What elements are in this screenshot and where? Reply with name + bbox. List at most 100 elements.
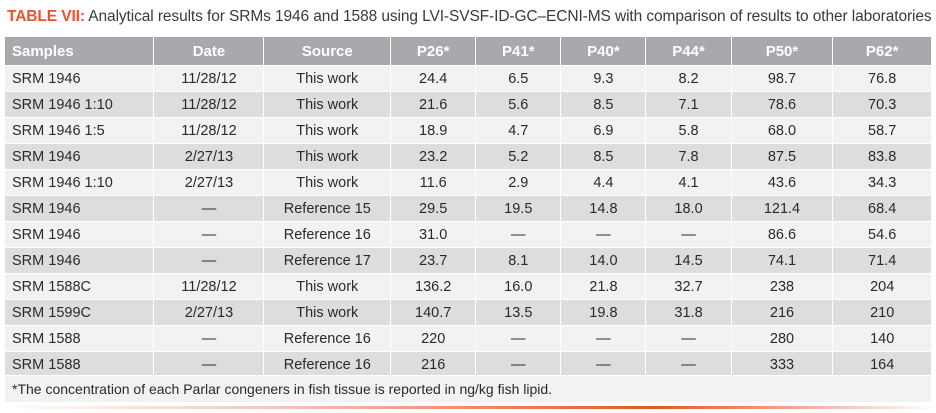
cell-p26: 18.9 bbox=[390, 117, 476, 143]
cell-p40: 9.3 bbox=[560, 65, 646, 91]
cell-p50: 68.0 bbox=[730, 117, 833, 143]
cell-p62: 68.4 bbox=[832, 195, 931, 221]
cell-p40: 14.8 bbox=[560, 195, 646, 221]
cell-sample: SRM 1946 bbox=[5, 247, 154, 273]
cell-source: Reference 15 bbox=[263, 195, 391, 221]
cell-p41: 8.1 bbox=[475, 247, 561, 273]
table-footnote: *The concentration of each Parlar congen… bbox=[5, 375, 931, 402]
cell-date: 11/28/12 bbox=[153, 117, 264, 143]
cell-p50: 238 bbox=[730, 273, 833, 299]
cell-p41: 5.2 bbox=[475, 143, 561, 169]
table-row: SRM 1946 1:10 2/27/13 This work 11.6 2.9 4.4 4… bbox=[5, 169, 931, 195]
cell-source: Reference 17 bbox=[263, 247, 391, 273]
cell-source: This work bbox=[263, 117, 391, 143]
cell-p41: 16.0 bbox=[475, 273, 561, 299]
cell-p40: — bbox=[560, 325, 646, 351]
cell-p62: 83.8 bbox=[832, 143, 931, 169]
cell-p40: — bbox=[560, 221, 646, 247]
cell-p26: 216 bbox=[390, 351, 476, 377]
cell-p50: 333 bbox=[730, 351, 833, 377]
cell-p41: 4.7 bbox=[475, 117, 561, 143]
cell-sample: SRM 1946 bbox=[5, 221, 154, 247]
header-row: Samples Date Source P26* P41* P40* P44* … bbox=[5, 37, 931, 65]
cell-p41: — bbox=[475, 221, 561, 247]
table-row: SRM 1588C 11/28/12 This work 136.2 16.0 21.8 3… bbox=[5, 273, 931, 299]
table-row: SRM 1588— Reference 16 220— — —280 140 bbox=[5, 325, 931, 351]
cell-p26: 24.4 bbox=[390, 65, 476, 91]
cell-p62: 58.7 bbox=[832, 117, 931, 143]
cell-p41: 2.9 bbox=[475, 169, 561, 195]
cell-p44: 18.0 bbox=[645, 195, 731, 221]
header-samples: Samples bbox=[5, 37, 154, 65]
cell-p50: 74.1 bbox=[730, 247, 833, 273]
cell-p40: 8.5 bbox=[560, 143, 646, 169]
cell-p40: — bbox=[560, 351, 646, 377]
cell-sample: SRM 1946 bbox=[5, 195, 154, 221]
cell-sample: SRM 1946 bbox=[5, 143, 154, 169]
cell-p26: 140.7 bbox=[390, 299, 476, 325]
cell-p62: 70.3 bbox=[832, 91, 931, 117]
cell-p62: 76.8 bbox=[832, 65, 931, 91]
header-p44: P44* bbox=[645, 37, 731, 65]
cell-p26: 11.6 bbox=[390, 169, 476, 195]
cell-sample: SRM 1946 1:10 bbox=[5, 169, 154, 195]
cell-date: 2/27/13 bbox=[153, 299, 264, 325]
header-p62: P62* bbox=[832, 37, 931, 65]
cell-date: — bbox=[153, 247, 264, 273]
cell-sample: SRM 1599C bbox=[5, 299, 154, 325]
accent-divider bbox=[0, 406, 936, 409]
cell-p62: 34.3 bbox=[832, 169, 931, 195]
cell-p44: 32.7 bbox=[645, 273, 731, 299]
cell-sample: SRM 1588 bbox=[5, 351, 154, 377]
table-caption: TABLE VII: Analytical results for SRMs 1… bbox=[7, 8, 932, 26]
header-source: Source bbox=[263, 37, 391, 65]
cell-p50: 98.7 bbox=[730, 65, 833, 91]
cell-sample: SRM 1588C bbox=[5, 273, 154, 299]
table-row: SRM 1946— Reference 16 31.0— — —86.6 54.6 bbox=[5, 221, 931, 247]
cell-p40: 14.0 bbox=[560, 247, 646, 273]
cell-p62: 164 bbox=[832, 351, 931, 377]
header-p40: P40* bbox=[560, 37, 646, 65]
cell-p26: 31.0 bbox=[390, 221, 476, 247]
cell-p44: 14.5 bbox=[645, 247, 731, 273]
cell-date: 2/27/13 bbox=[153, 169, 264, 195]
cell-p26: 21.6 bbox=[390, 91, 476, 117]
header-p26: P26* bbox=[390, 37, 476, 65]
cell-p41: — bbox=[475, 351, 561, 377]
cell-source: This work bbox=[263, 65, 391, 91]
cell-p44: — bbox=[645, 221, 731, 247]
cell-p41: 6.5 bbox=[475, 65, 561, 91]
table-row: SRM 1946 1:10 11/28/12 This work 21.6 5.6 8.5… bbox=[5, 91, 931, 117]
cell-source: This work bbox=[263, 143, 391, 169]
cell-p44: 4.1 bbox=[645, 169, 731, 195]
cell-p26: 23.7 bbox=[390, 247, 476, 273]
cell-p26: 29.5 bbox=[390, 195, 476, 221]
cell-source: Reference 16 bbox=[263, 351, 391, 377]
cell-date: 11/28/12 bbox=[153, 273, 264, 299]
table-row: SRM 1946— Reference 17 23.7 8.1 14.0 14.5 74.1… bbox=[5, 247, 931, 273]
header-date: Date bbox=[153, 37, 264, 65]
cell-source: This work bbox=[263, 273, 391, 299]
table-number: TABLE VII: bbox=[7, 8, 85, 25]
cell-p40: 6.9 bbox=[560, 117, 646, 143]
cell-p44: 8.2 bbox=[645, 65, 731, 91]
cell-p41: — bbox=[475, 325, 561, 351]
results-table: Samples Date Source P26* P41* P40* P44* … bbox=[5, 37, 931, 377]
cell-p40: 8.5 bbox=[560, 91, 646, 117]
cell-source: This work bbox=[263, 169, 391, 195]
table-row: SRM 1588— Reference 16 216— — —333 164 bbox=[5, 351, 931, 377]
cell-p40: 19.8 bbox=[560, 299, 646, 325]
cell-date: 11/28/12 bbox=[153, 91, 264, 117]
cell-p40: 4.4 bbox=[560, 169, 646, 195]
cell-p50: 121.4 bbox=[730, 195, 833, 221]
cell-p40: 21.8 bbox=[560, 273, 646, 299]
table-row: SRM 1946— Reference 15 29.5 19.5 14.8 18.0 121… bbox=[5, 195, 931, 221]
cell-p26: 220 bbox=[390, 325, 476, 351]
table-row: SRM 1946 1:5 11/28/12 This work 18.9 4.7 6.9 5… bbox=[5, 117, 931, 143]
cell-sample: SRM 1946 bbox=[5, 65, 154, 91]
cell-date: 2/27/13 bbox=[153, 143, 264, 169]
table-title: Analytical results for SRMs 1946 and 158… bbox=[84, 8, 932, 25]
cell-p62: 204 bbox=[832, 273, 931, 299]
table-row: SRM 1599C 2/27/13 This work 140.7 13.5 19.8 31… bbox=[5, 299, 931, 325]
cell-p62: 140 bbox=[832, 325, 931, 351]
